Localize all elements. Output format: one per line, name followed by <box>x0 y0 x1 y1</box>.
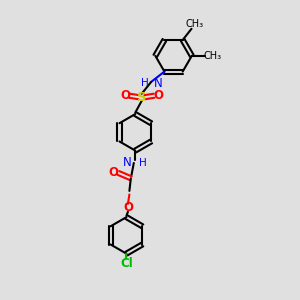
Text: O: O <box>108 167 118 179</box>
Text: S: S <box>137 91 147 104</box>
Text: O: O <box>154 89 164 102</box>
Text: N: N <box>154 77 162 90</box>
Text: Cl: Cl <box>120 256 133 270</box>
Text: H: H <box>139 158 147 168</box>
Text: CH₃: CH₃ <box>204 51 222 61</box>
Text: N: N <box>123 157 132 169</box>
Text: CH₃: CH₃ <box>186 19 204 29</box>
Text: O: O <box>123 201 133 214</box>
Text: H: H <box>141 78 149 88</box>
Text: O: O <box>120 89 130 102</box>
